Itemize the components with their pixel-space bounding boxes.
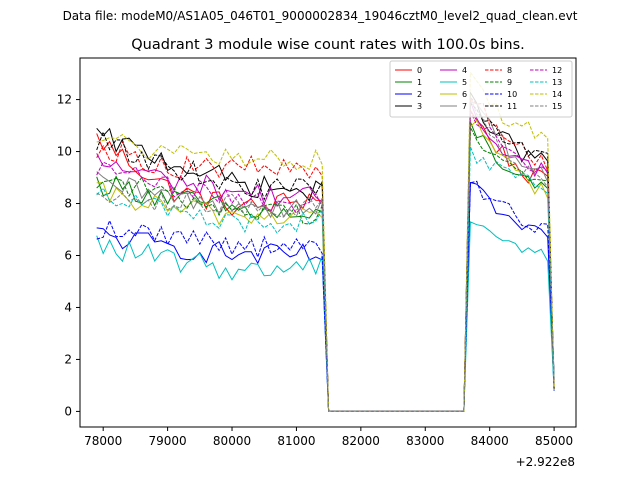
legend-label-2: 2 xyxy=(417,90,422,99)
y-tick-label: 2 xyxy=(64,352,72,366)
series-line-11 xyxy=(96,102,555,412)
series-line-10 xyxy=(96,180,555,412)
y-tick-label: 4 xyxy=(64,300,72,314)
series-line-15 xyxy=(96,96,555,412)
series-line-0 xyxy=(96,108,555,412)
y-tick-label: 10 xyxy=(57,145,72,159)
legend-label-8: 8 xyxy=(507,66,512,75)
series-line-8 xyxy=(96,96,555,412)
y-tick-label: 8 xyxy=(64,197,72,211)
series-line-2 xyxy=(96,181,555,412)
legend-label-11: 11 xyxy=(507,102,517,111)
y-tick-label: 0 xyxy=(64,404,72,418)
legend-label-3: 3 xyxy=(417,102,422,111)
series-line-6 xyxy=(96,119,555,412)
data-file-label: Data file: modeM0/AS1A05_046T01_90000028… xyxy=(63,9,578,23)
series-line-12 xyxy=(96,111,555,412)
x-tick-label: 83000 xyxy=(406,434,444,448)
x-offset-label: +2.922e8 xyxy=(516,455,575,469)
legend-label-12: 12 xyxy=(552,66,562,75)
legend-label-5: 5 xyxy=(462,78,467,87)
x-axis: 78000 79000 80000 81000 82000 83000 84000 85000 xyxy=(84,427,573,448)
legend-label-14: 14 xyxy=(552,90,562,99)
x-tick-label: 80000 xyxy=(213,434,251,448)
x-tick-label: 79000 xyxy=(149,434,187,448)
x-tick-label: 81000 xyxy=(277,434,315,448)
y-tick-label: 12 xyxy=(57,93,72,107)
legend-label-6: 6 xyxy=(462,90,467,99)
y-axis: 0 2 4 6 8 10 12 xyxy=(57,93,80,418)
x-tick-label: 84000 xyxy=(471,434,509,448)
legend-label-10: 10 xyxy=(507,90,517,99)
legend-label-1: 1 xyxy=(417,78,422,87)
x-tick-label: 85000 xyxy=(535,434,573,448)
legend-label-9: 9 xyxy=(507,78,512,87)
series-line-7 xyxy=(96,101,555,412)
y-tick-label: 6 xyxy=(64,248,72,262)
series-line-13 xyxy=(96,146,555,412)
x-tick-label: 82000 xyxy=(342,434,380,448)
x-tick-label: 78000 xyxy=(84,434,122,448)
plot-frame xyxy=(79,57,577,428)
legend-label-15: 15 xyxy=(552,102,562,111)
series-line-5 xyxy=(96,221,555,412)
series-layer xyxy=(96,70,555,412)
series-line-9 xyxy=(96,126,555,412)
legend-frame xyxy=(389,60,573,118)
legend-label-13: 13 xyxy=(552,78,562,87)
legend-label-7: 7 xyxy=(462,102,467,111)
legend-label-4: 4 xyxy=(462,66,467,75)
legend-label-0: 0 xyxy=(417,66,422,75)
chart-title: Quadrant 3 module wise count rates with … xyxy=(131,37,525,53)
series-line-14 xyxy=(96,70,555,412)
series-line-4 xyxy=(96,101,555,412)
